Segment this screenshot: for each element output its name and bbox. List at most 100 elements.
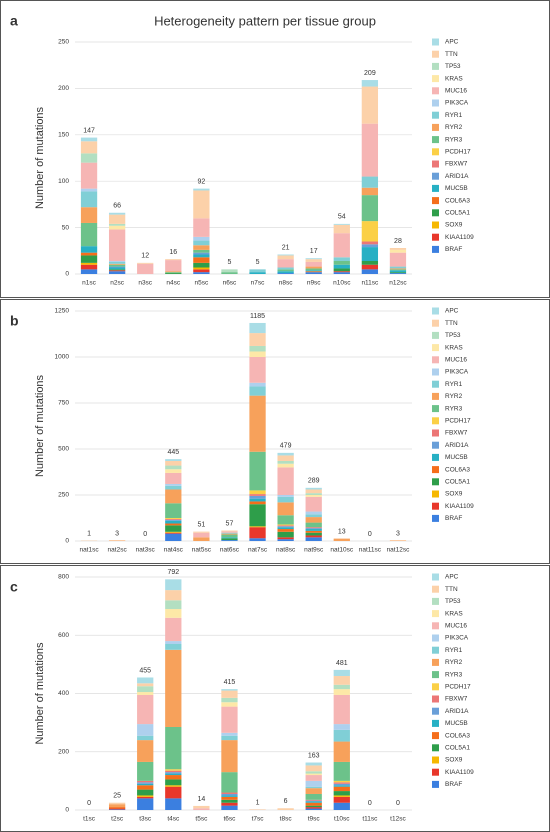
x-tick-label: n1sc — [82, 280, 96, 287]
bar-segment — [108, 270, 126, 272]
bar-segment — [193, 805, 210, 809]
total-label: 5 — [256, 259, 260, 266]
bar-segment — [108, 261, 126, 262]
legend-swatch — [432, 62, 439, 70]
bar-segment — [137, 263, 154, 274]
bar-segment — [389, 270, 407, 273]
bar-segment — [277, 524, 294, 526]
bar-segment — [277, 271, 294, 274]
bar-segment — [137, 724, 154, 736]
legend-label: KIAA1109 — [445, 769, 474, 776]
y-tick-label: 200 — [58, 748, 69, 755]
bar-segment — [137, 262, 154, 264]
total-label: 3 — [115, 530, 119, 537]
total-label: 6 — [284, 798, 288, 805]
y-tick-label: 500 — [58, 446, 69, 453]
bar-segment — [165, 726, 182, 770]
legend-label: PCDH17 — [445, 684, 471, 691]
bar-segment — [193, 267, 210, 270]
bar-segment — [333, 689, 350, 695]
total-label: 51 — [197, 521, 205, 528]
legend-swatch — [432, 331, 439, 339]
legend-swatch — [432, 356, 439, 364]
bar-segment — [361, 264, 379, 270]
legend-swatch — [432, 466, 439, 474]
legend-label: MUC16 — [445, 88, 467, 95]
bar-segment — [333, 729, 350, 742]
bar-segment — [80, 222, 98, 247]
bar-segment — [305, 495, 322, 497]
bar-segment — [137, 761, 154, 781]
bar-segment — [333, 233, 350, 258]
legend-label: MUC5B — [445, 454, 468, 461]
bar-segment — [361, 261, 379, 265]
total-label: 54 — [338, 214, 346, 221]
bar-segment — [165, 770, 182, 773]
bar-segment — [108, 271, 126, 274]
legend-swatch — [432, 610, 439, 618]
total-label: 455 — [139, 667, 151, 674]
legend-label: ARID1A — [445, 442, 469, 449]
bar-segment — [221, 702, 238, 707]
x-tick-label: nat10sc — [330, 547, 354, 554]
legend-label: KRAS — [445, 610, 463, 617]
legend-swatch — [432, 514, 439, 522]
legend-swatch — [432, 368, 439, 376]
figure-title: Heterogeneity pattern per tissue group — [154, 13, 376, 28]
y-tick-label: 800 — [58, 574, 69, 581]
bar-segment — [249, 490, 266, 495]
total-label: 147 — [83, 127, 95, 134]
bar-segment — [333, 271, 350, 273]
bar-segment — [361, 176, 379, 188]
legend-swatch — [432, 307, 439, 315]
bar-segment — [277, 467, 294, 495]
bar-segment — [165, 773, 182, 776]
bar-segment — [361, 241, 379, 245]
bar-segment — [277, 527, 294, 530]
legend-swatch — [432, 245, 439, 253]
bar-segment — [305, 517, 322, 523]
legend-label: KIAA1109 — [445, 503, 474, 510]
legend-swatch — [432, 780, 439, 788]
legend-label: PIK3CA — [445, 100, 469, 107]
bar-segment — [277, 269, 294, 272]
bar-segment — [249, 269, 266, 273]
bar-segment — [277, 515, 294, 525]
x-tick-label: n7sc — [251, 280, 265, 287]
bar-segment — [165, 465, 182, 470]
legend-swatch — [432, 658, 439, 666]
x-tick-label: n8sc — [279, 280, 293, 287]
legend-swatch — [432, 197, 439, 205]
bar-segment — [305, 496, 322, 512]
legend-label: MUC5B — [445, 720, 468, 727]
legend-swatch — [432, 744, 439, 752]
bar-segment — [165, 643, 182, 650]
bar-segment — [277, 496, 294, 503]
bar-segment — [277, 254, 294, 256]
bar-segment — [305, 529, 322, 531]
legend-swatch — [432, 172, 439, 180]
y-axis-label: Number of mutations — [34, 374, 46, 477]
bar-segment — [165, 779, 182, 786]
total-label: 1185 — [250, 313, 265, 320]
bar-segment — [305, 487, 322, 490]
bar-segment — [165, 485, 182, 490]
total-label: 92 — [197, 178, 205, 185]
bar-segment — [333, 724, 350, 730]
legend-label: ARID1A — [445, 173, 469, 180]
legend-swatch — [432, 768, 439, 776]
bar-segment — [221, 690, 238, 698]
x-tick-label: n6sc — [223, 280, 237, 287]
legend-swatch — [432, 221, 439, 229]
x-tick-label: t9sc — [308, 816, 321, 823]
legend-swatch — [432, 50, 439, 58]
bar-segment — [165, 786, 182, 799]
bar-segment — [108, 267, 126, 270]
bar-segment — [193, 272, 210, 274]
panel-label: b — [10, 313, 19, 329]
bar-segment — [80, 191, 98, 208]
bar-segment — [361, 86, 379, 124]
bar-segment — [305, 802, 322, 806]
bar-segment — [389, 252, 407, 267]
total-label: 57 — [226, 520, 234, 527]
